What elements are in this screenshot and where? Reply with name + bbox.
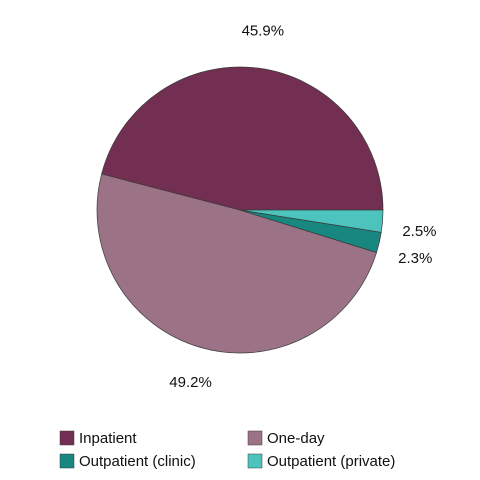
legend-label: Inpatient [79,430,137,447]
legend-label: Outpatient (clinic) [79,453,196,470]
legend-swatch [247,453,263,469]
legend-swatch [59,453,75,469]
data-label: 45.9% [242,22,285,39]
legend-label: One-day [267,430,325,447]
legend-label: Outpatient (private) [267,453,395,470]
data-label: 2.3% [398,250,432,267]
legend-swatch [59,430,75,446]
pie-slice [96,173,377,354]
pie-slice [101,66,384,211]
data-label: 49.2% [169,374,212,391]
data-label: 2.5% [402,223,436,240]
pie-slice [239,209,384,233]
legend-swatch [247,430,263,446]
